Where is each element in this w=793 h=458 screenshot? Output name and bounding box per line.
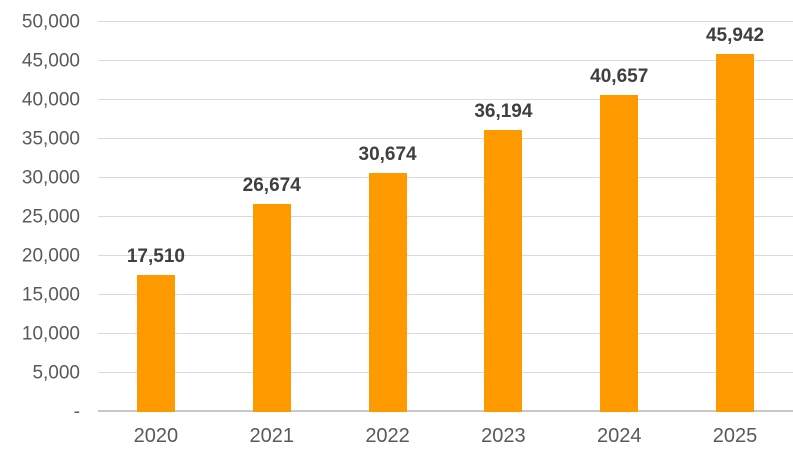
- bar-value-label: 36,194: [474, 100, 533, 122]
- gridline: [98, 294, 793, 295]
- bar-slot: 26,674: [214, 22, 330, 412]
- x-tick-label: 2025: [712, 425, 758, 447]
- y-tick-label: 50,000: [21, 11, 80, 33]
- gridline: [98, 99, 793, 100]
- y-tick-label: 30,000: [21, 167, 80, 189]
- y-axis-labels: - 5,000 10,000 15,000 20,000 25,000 30,000 35,0…: [0, 13, 80, 422]
- x-tick-label: 2024: [596, 425, 642, 447]
- bar-value-label: 40,657: [590, 65, 649, 87]
- bar-slot: 40,657: [561, 22, 677, 412]
- bar-2025: [716, 53, 755, 412]
- y-tick-label: 15,000: [21, 284, 80, 306]
- bar-value-label: 45,942: [705, 24, 765, 46]
- gridline: [98, 60, 793, 61]
- gridline: [98, 21, 793, 22]
- gridline: [98, 216, 793, 217]
- y-tick-label: 35,000: [21, 128, 80, 150]
- bar-value-label: 26,674: [242, 174, 301, 196]
- bar-2022: [368, 172, 407, 412]
- bar-slot: 45,942: [677, 22, 793, 412]
- x-tick-label: 2021: [249, 425, 294, 447]
- gridline: [98, 255, 793, 256]
- y-tick-label: -: [73, 401, 80, 423]
- y-tick-label: 5,000: [32, 362, 80, 384]
- x-axis-line: [98, 410, 793, 412]
- x-tick-label: 2020: [133, 425, 179, 447]
- y-tick-label: 25,000: [21, 206, 80, 228]
- x-tick-label: 2022: [365, 425, 410, 447]
- bar-slot: 36,194: [445, 22, 561, 412]
- bar-slot: 17,510: [98, 22, 214, 412]
- bar-value-label: 17,510: [126, 246, 185, 268]
- y-tick-label: 40,000: [21, 89, 80, 111]
- gridline: [98, 138, 793, 139]
- bar-2021: [252, 203, 291, 412]
- bar-2023: [484, 129, 523, 412]
- bar-value-label: 30,674: [358, 143, 417, 165]
- x-tick-label: 2023: [481, 425, 526, 447]
- gridline: [98, 333, 793, 334]
- x-axis-labels: 2020 2021 2022 2023 2024 2025: [98, 424, 793, 448]
- y-tick-label: 20,000: [21, 245, 80, 267]
- bar-slot: 30,674: [330, 22, 446, 412]
- y-tick-label: 45,000: [21, 50, 80, 72]
- bar-2020: [136, 275, 175, 412]
- bar-2024: [600, 94, 639, 412]
- plot-area: 17,510 26,674 30,674 36,194 40,657 45,942: [98, 21, 793, 412]
- gridline: [98, 177, 793, 178]
- bars-layer: 17,510 26,674 30,674 36,194 40,657 45,942: [98, 22, 793, 412]
- gridline: [98, 372, 793, 373]
- y-tick-label: 10,000: [21, 323, 80, 345]
